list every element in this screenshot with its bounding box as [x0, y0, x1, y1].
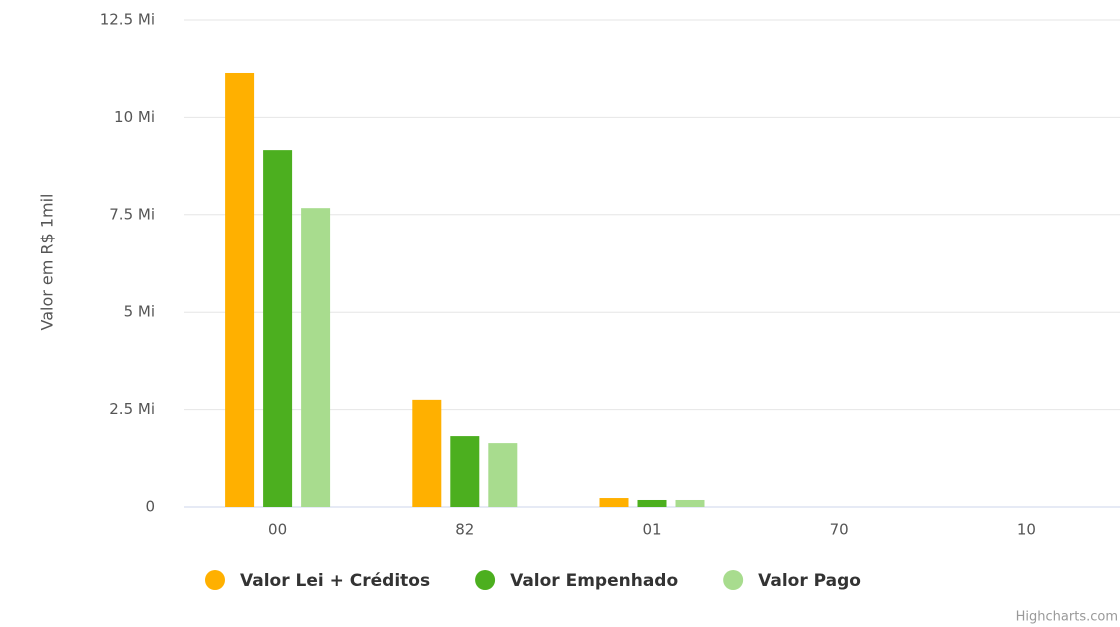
bar	[263, 150, 293, 507]
credits[interactable]: Highcharts.com	[1016, 610, 1118, 625]
y-tick-label: 12.5 Mi	[100, 11, 155, 29]
y-tick-label: 0	[145, 498, 155, 516]
legend-symbol	[205, 570, 225, 590]
x-tick-label: 10	[1017, 521, 1036, 539]
y-tick-label: 7.5 Mi	[109, 205, 155, 223]
legend-symbol	[723, 570, 744, 590]
x-tick-label: 00	[268, 521, 287, 539]
x-tick-label: 82	[455, 521, 474, 539]
legend-item[interactable]: Valor Lei + Créditos	[205, 570, 430, 591]
y-axis-title: Valor em R$ 1mil	[38, 194, 57, 331]
legend-item[interactable]: Valor Pago	[723, 570, 861, 591]
y-tick-label: 10 Mi	[114, 108, 155, 126]
bar	[412, 399, 442, 507]
bar	[599, 498, 629, 507]
legend-symbol	[475, 570, 496, 590]
bar	[637, 499, 667, 507]
legend-label: Valor Pago	[758, 571, 861, 591]
legend: Valor Lei + Créditos Valor Empenhado Valor…	[205, 570, 861, 591]
x-tick-label: 01	[642, 521, 661, 539]
y-tick-label: 2.5 Mi	[109, 400, 155, 418]
bar	[225, 72, 255, 508]
bar	[301, 208, 331, 507]
y-tick-label: 5 Mi	[124, 303, 155, 321]
legend-item[interactable]: Valor Empenhado	[475, 570, 678, 591]
bar	[675, 499, 705, 507]
legend-label: Valor Empenhado	[510, 571, 678, 591]
bar	[450, 436, 480, 507]
bar	[488, 443, 518, 507]
legend-label: Valor Lei + Créditos	[240, 571, 430, 591]
x-tick-label: 70	[830, 521, 849, 539]
